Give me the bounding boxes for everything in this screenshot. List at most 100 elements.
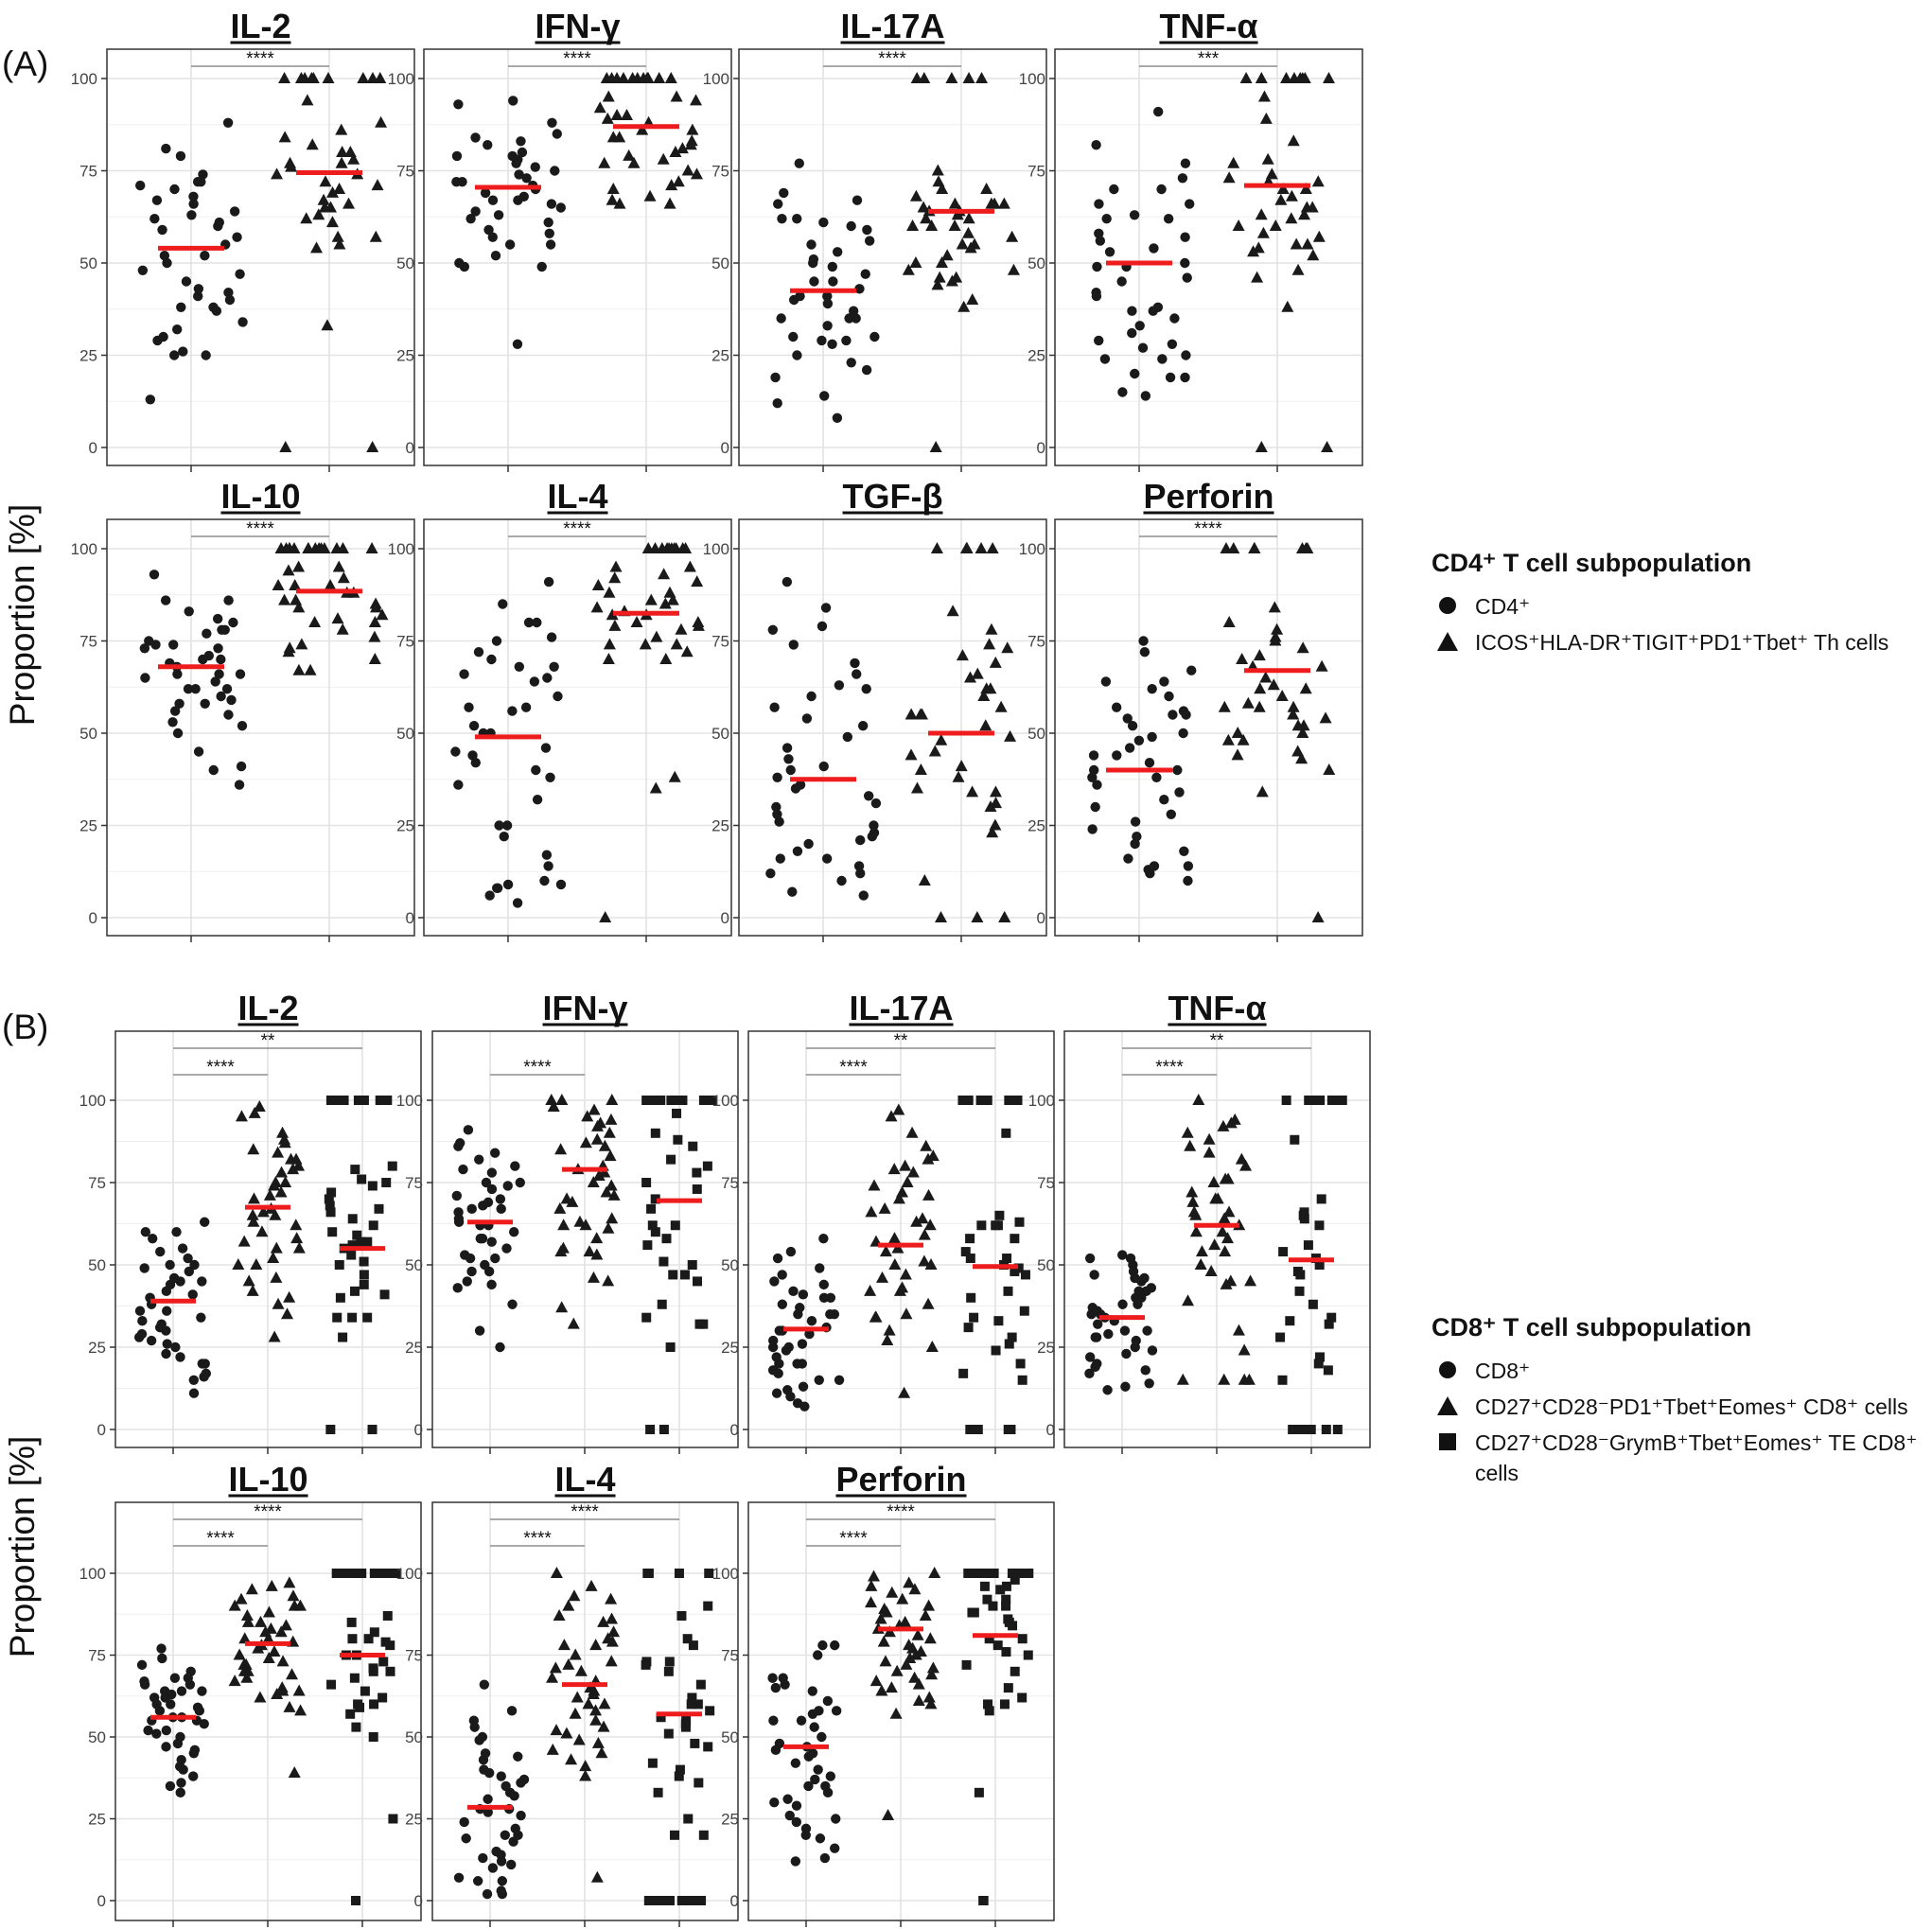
data-point-triangle <box>298 72 311 83</box>
data-point-square <box>977 1569 988 1578</box>
data-point-square <box>659 1256 669 1267</box>
data-point-square <box>664 1657 675 1667</box>
data-point-square <box>686 1699 696 1710</box>
data-point-circle <box>451 150 463 162</box>
data-point-circle <box>1133 1299 1143 1309</box>
data-point-square <box>982 1096 992 1105</box>
data-point-circle <box>841 335 852 346</box>
plot-background <box>739 519 1046 936</box>
data-point-square <box>381 1178 392 1187</box>
data-point-circle <box>1140 391 1151 401</box>
data-point-triangle <box>918 874 931 886</box>
data-point-triangle <box>274 1625 288 1638</box>
plot-border <box>738 48 1047 466</box>
data-point-triangle <box>289 579 302 590</box>
data-point-triangle <box>1218 1212 1231 1224</box>
data-point-circle <box>553 691 563 702</box>
data-point-circle <box>818 1279 829 1290</box>
plot-border <box>423 48 732 466</box>
y-axis-label-a: Proportion [%] <box>3 504 42 726</box>
y-tick-label: 25 <box>88 1339 106 1357</box>
data-point-circle <box>812 1650 823 1660</box>
data-point-triangle <box>275 1166 289 1178</box>
data-point-circle <box>1185 199 1195 209</box>
data-point-circle <box>1166 809 1176 819</box>
data-point-square <box>641 1659 651 1670</box>
data-point-circle <box>852 669 862 679</box>
panel-a-6: 0 25 50 75 100 **** IL-4 <box>388 477 732 942</box>
data-point-circle <box>829 1309 840 1320</box>
data-point-circle <box>1084 1352 1096 1362</box>
data-point-triangle <box>916 1212 929 1224</box>
data-point-circle <box>870 798 882 809</box>
data-point-circle <box>828 276 838 287</box>
y-tick-label: 100 <box>1019 70 1045 88</box>
data-point-circle <box>197 1686 207 1696</box>
data-point-circle <box>1177 173 1188 184</box>
data-point-circle <box>1133 1286 1144 1297</box>
data-point-circle <box>176 302 186 312</box>
data-point-circle <box>772 398 782 409</box>
data-point-circle <box>480 1748 491 1759</box>
data-point-circle <box>468 721 480 731</box>
data-point-circle <box>1149 861 1160 871</box>
data-point-triangle <box>590 1248 604 1260</box>
data-point-circle <box>822 1695 834 1707</box>
data-point-circle <box>543 217 553 228</box>
y-tick-label: 50 <box>405 1256 423 1274</box>
data-point-circle <box>1092 1319 1103 1329</box>
data-point-square <box>663 1728 674 1739</box>
data-point-triangle <box>641 72 654 83</box>
data-point-square <box>673 1134 683 1145</box>
data-point-triangle <box>931 278 944 290</box>
data-point-circle <box>521 173 532 184</box>
data-point-triangle <box>1004 729 1017 742</box>
data-point-circle <box>1186 665 1197 675</box>
data-point-circle <box>1122 713 1133 724</box>
data-point-circle <box>814 1706 824 1716</box>
data-point-circle <box>465 214 476 224</box>
data-point-triangle <box>994 700 1008 712</box>
data-point-triangle <box>370 601 383 613</box>
data-point-square <box>325 1201 335 1211</box>
data-point-triangle <box>1311 911 1325 922</box>
data-point-square <box>659 1425 669 1434</box>
data-point-triangle <box>676 542 690 553</box>
data-point-square <box>350 1165 360 1175</box>
data-point-square <box>1314 1220 1325 1231</box>
data-point-circle <box>175 1276 185 1287</box>
data-point-triangle <box>630 616 643 627</box>
data-point-square <box>982 1594 992 1605</box>
data-point-circle <box>495 1342 505 1353</box>
data-point-circle <box>157 1653 167 1664</box>
data-point-circle <box>861 684 871 694</box>
data-point-circle <box>513 154 523 165</box>
data-point-circle <box>454 1138 465 1149</box>
panel-a-8: 0 25 50 75 100 **** Perforin <box>1019 477 1363 942</box>
data-point-triangle <box>262 1605 275 1618</box>
data-point-circle <box>453 780 464 790</box>
data-point-square <box>388 1814 398 1824</box>
data-point-square <box>1316 1194 1326 1204</box>
data-point-square <box>995 1585 1006 1595</box>
data-point-triangle <box>590 1870 604 1883</box>
data-point-circle <box>221 684 233 694</box>
data-point-square <box>325 1425 336 1434</box>
data-point-triangle <box>574 1664 588 1676</box>
data-point-square <box>975 1096 986 1105</box>
data-point-triangle <box>959 542 973 553</box>
y-tick-label: 0 <box>89 909 97 927</box>
data-point-circle <box>1137 342 1149 353</box>
data-point-triangle <box>1287 700 1300 712</box>
data-point-triangle <box>591 579 605 590</box>
data-point-circle <box>200 1359 210 1369</box>
data-point-triangle <box>271 167 284 180</box>
data-point-square <box>665 1342 676 1352</box>
y-tick-label: 25 <box>721 1339 739 1357</box>
data-point-circle <box>822 290 833 302</box>
data-point-triangle <box>556 1241 570 1254</box>
data-point-circle <box>504 1787 516 1798</box>
data-point-circle <box>540 743 552 753</box>
data-point-circle <box>555 879 567 890</box>
data-point-square <box>1003 1286 1013 1296</box>
